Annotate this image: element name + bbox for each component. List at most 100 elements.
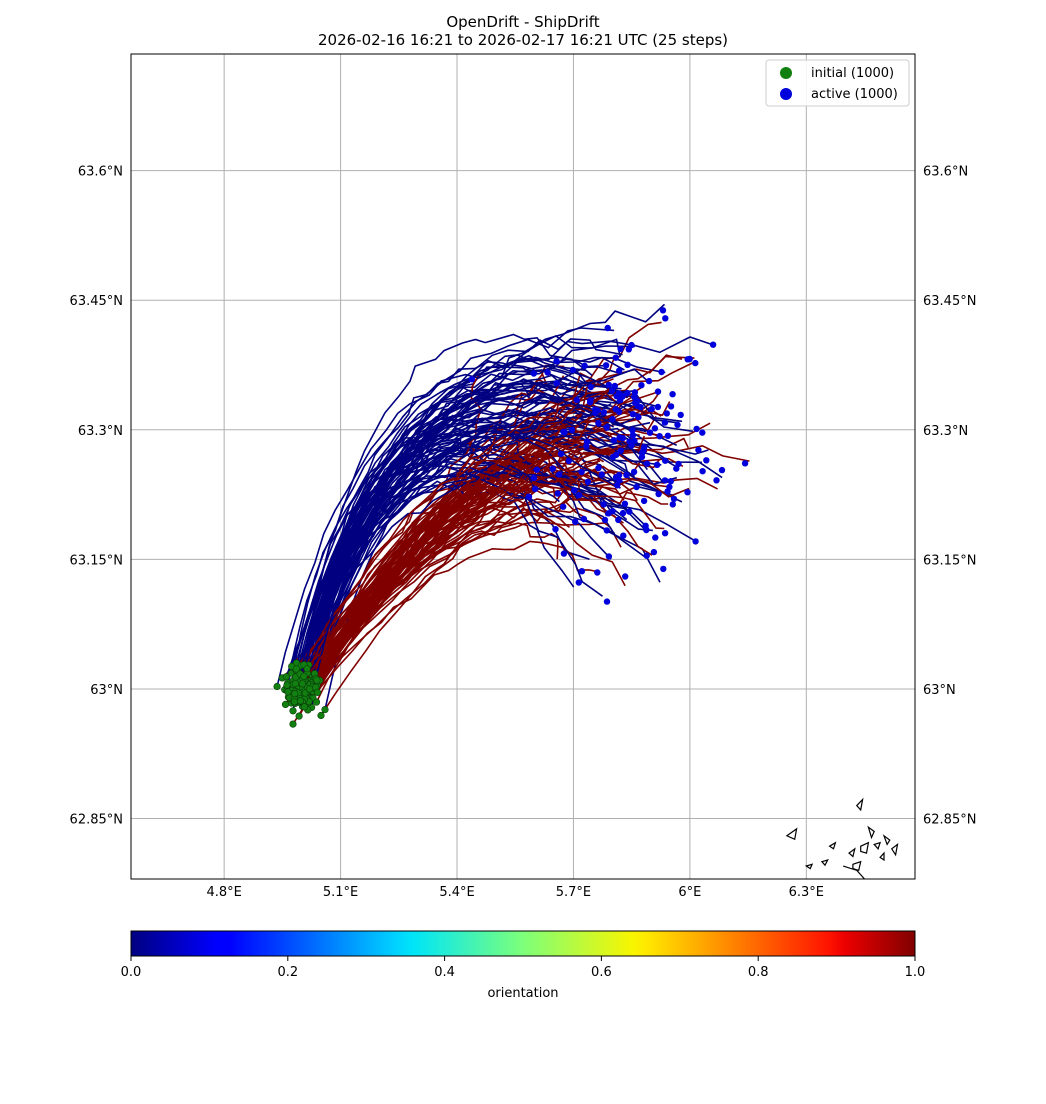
x-tick-label: 4.8°E — [206, 885, 241, 900]
active-point — [663, 410, 670, 417]
active-point — [661, 419, 669, 426]
trajectory-line — [306, 356, 666, 682]
active-point — [638, 382, 645, 389]
active-point — [677, 411, 684, 419]
legend-label-initial: initial (1000) — [811, 66, 894, 81]
active-point — [623, 471, 630, 479]
active-point — [575, 492, 583, 499]
trajectory-line — [294, 431, 662, 694]
active-point — [692, 538, 699, 545]
initial-point — [282, 673, 291, 681]
active-point — [669, 501, 676, 508]
active-point — [584, 478, 592, 485]
active-point — [600, 501, 607, 508]
active-point — [594, 407, 602, 414]
trajectory-line — [299, 427, 616, 695]
active-point — [569, 366, 576, 374]
colorbar-label: orientation — [487, 986, 558, 1001]
y-tick-label-right: 63.45°N — [923, 294, 976, 309]
active-point — [703, 457, 710, 464]
initial-point — [290, 698, 299, 706]
trajectory-line — [303, 334, 621, 687]
active-point — [699, 429, 706, 436]
y-tick-label-left: 63.6°N — [78, 165, 123, 180]
initial-point — [312, 698, 321, 706]
trajectory-line — [308, 540, 599, 703]
active-point — [560, 503, 567, 510]
colorbar-tick-label: 0.8 — [748, 965, 769, 980]
active-point — [554, 490, 561, 497]
active-point — [660, 565, 667, 573]
active-point — [661, 477, 669, 484]
active-point — [608, 387, 616, 394]
active-point — [661, 530, 669, 537]
trajectory-line — [293, 453, 625, 700]
initial-point — [289, 720, 297, 728]
active-point — [616, 367, 623, 374]
active-point — [654, 403, 662, 411]
active-point — [553, 380, 560, 387]
active-point — [583, 443, 590, 450]
active-point — [656, 433, 663, 440]
active-point — [629, 427, 636, 434]
active-point — [664, 432, 672, 439]
active-point — [581, 362, 588, 369]
legend-box — [765, 59, 910, 107]
active-point — [578, 468, 585, 476]
active-point — [544, 369, 551, 376]
chart-title: OpenDrift - ShipDrift — [446, 13, 599, 31]
y-tick-label-right: 62.85°N — [923, 813, 976, 828]
active-point — [531, 485, 539, 493]
chart-subtitle: 2026-02-16 16:21 to 2026-02-17 16:21 UTC… — [318, 31, 728, 49]
active-point — [565, 457, 572, 465]
initial-point — [284, 688, 292, 696]
active-point — [616, 477, 623, 484]
active-point — [670, 495, 678, 503]
active-point — [580, 515, 588, 523]
active-point — [692, 359, 699, 367]
active-point — [699, 468, 706, 475]
plot-frame — [130, 53, 916, 880]
x-tick-label: 6°E — [678, 885, 701, 900]
active-point — [615, 471, 623, 479]
active-point — [561, 429, 568, 436]
trajectory-line — [316, 427, 627, 693]
colorbar-tick-label: 0.4 — [434, 965, 455, 980]
active-point — [573, 396, 580, 404]
initial-point — [300, 672, 308, 680]
active-point — [628, 341, 635, 349]
active-point — [675, 460, 682, 468]
active-point — [695, 446, 702, 454]
island-outline — [855, 797, 864, 812]
active-point — [557, 450, 565, 457]
active-point — [684, 356, 691, 363]
island-outline — [879, 851, 885, 862]
active-point — [609, 415, 616, 423]
active-point — [619, 509, 627, 517]
colorbar-ticks: 0.0 0.2 0.4 0.6 0.8 1.0 — [121, 956, 925, 980]
trajectory-line — [295, 380, 622, 670]
active-point — [633, 483, 640, 491]
active-point — [641, 444, 648, 451]
colorbar-tick-label: 0.6 — [591, 965, 612, 980]
active-point — [603, 424, 610, 431]
active-point — [615, 408, 623, 416]
active-point — [549, 465, 556, 472]
active-point — [556, 471, 563, 478]
active-point — [530, 474, 538, 482]
active-point — [684, 489, 691, 496]
initial-point — [306, 685, 314, 693]
initial-point — [300, 703, 309, 711]
active-point — [713, 477, 720, 484]
active-point — [674, 421, 681, 428]
y-tick-label-left: 63.3°N — [78, 424, 123, 439]
active-point — [662, 457, 669, 464]
active-point — [613, 393, 620, 400]
active-point — [634, 402, 641, 410]
trajectory-line — [299, 464, 696, 697]
active-point — [709, 341, 717, 348]
active-point — [662, 315, 669, 322]
y-tick-label-left: 62.85°N — [70, 813, 123, 828]
colorbar: 0.0 0.2 0.4 0.6 0.8 1.0 orientation — [121, 930, 925, 1001]
